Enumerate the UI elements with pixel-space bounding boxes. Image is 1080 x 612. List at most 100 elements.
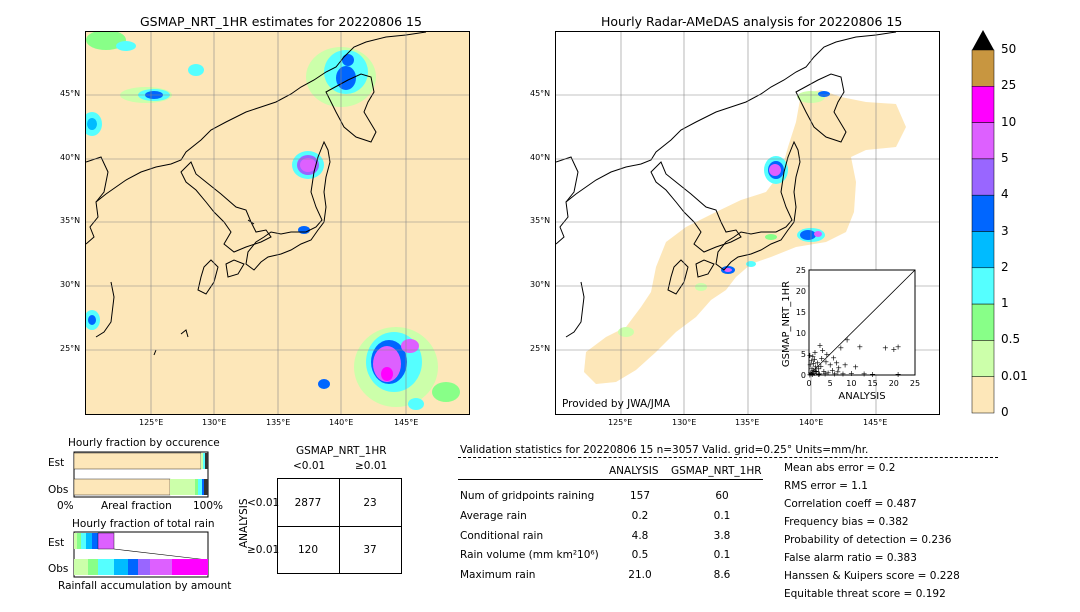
scatter-point: + — [810, 359, 817, 368]
scatter-point: + — [808, 370, 815, 379]
occurrence-xlabel: Areal fraction — [101, 500, 172, 512]
stat-label-volume: Rain volume (mm km²10⁶) — [460, 549, 599, 561]
stat-label-conditional: Conditional rain — [460, 530, 544, 542]
scatter-x-tick-label: 25 — [910, 379, 920, 388]
stat-analysis-maximum: 21.0 — [628, 569, 652, 581]
scatter-y-tick-label: 15 — [796, 308, 806, 317]
scatter-point: + — [820, 367, 827, 376]
left-map — [85, 31, 470, 415]
scatter-point: + — [809, 352, 816, 361]
contingency-cell-12: 23 — [363, 497, 377, 509]
totalrain-title: Hourly fraction of total rain — [72, 518, 215, 530]
scatter-point: + — [809, 370, 816, 379]
scatter-point: + — [811, 355, 818, 364]
colorbar-label: 0 — [1001, 405, 1009, 419]
stat-analysis-conditional: 4.8 — [631, 530, 649, 542]
scatter-point: + — [831, 370, 838, 379]
stat-frequency-bias: Frequency bias = 0.382 — [784, 516, 909, 528]
stat-pod: Probability of detection = 0.236 — [784, 534, 952, 546]
stat-gsmap-volume: 0.1 — [713, 549, 731, 561]
scatter-point: + — [806, 351, 813, 360]
occurrence-label-est: Est — [48, 457, 65, 469]
scatter-inset: ++++++++++++++++++++++++++++++++ ++ ++++++… — [781, 266, 920, 402]
contingency-table: 2877 23 120 37 — [277, 478, 402, 574]
left-lat-45: 45°N — [60, 89, 81, 98]
stat-ets: Equitable threat score = 0.192 — [784, 588, 946, 600]
stat-correlation: Correlation coeff = 0.487 — [784, 498, 917, 510]
scatter-point: + — [810, 366, 817, 375]
stat-gsmap-average: 0.1 — [713, 510, 731, 522]
scatter-point: + — [827, 361, 834, 370]
stat-analysis-average: 0.2 — [631, 510, 649, 522]
colorbar-label: 50 — [1001, 42, 1017, 56]
stat-label-average: Average rain — [460, 510, 527, 522]
scatter-point: + — [817, 341, 824, 350]
scatter-point: + — [890, 345, 897, 354]
colorbar-label: 3 — [1001, 223, 1009, 238]
right-coverage — [584, 90, 906, 384]
scatter-x-tick-label: 5 — [828, 379, 833, 388]
colorbar-band — [971, 194, 995, 232]
totalrain-obs-seg8 — [172, 559, 208, 575]
left-map-canvas — [86, 32, 469, 414]
scatter-point: + — [830, 353, 837, 362]
colorbar-label: 25 — [1001, 78, 1017, 93]
occurrence-label-obs: Obs — [48, 484, 69, 496]
scatter-point: + — [834, 368, 841, 377]
totalrain-obs-seg7 — [150, 559, 172, 575]
scatter-point: + — [822, 370, 829, 379]
scatter-points: ++++++++++++++++++++++++++++++++ ++ ++++++… — [806, 335, 901, 379]
scatter-point: + — [815, 370, 822, 379]
colorbar-label: 0.01 — [1001, 368, 1028, 383]
occurrence-obs-seg3 — [198, 479, 202, 495]
scatter-point: + — [814, 358, 821, 367]
left-lon-125: 125°E — [139, 418, 164, 427]
scatter-point: + — [813, 368, 820, 377]
scatter-y-tick-label: 25 — [796, 266, 806, 275]
colorbar-top-arrow — [972, 30, 994, 50]
scatter-point: + — [869, 370, 876, 379]
contingency-row-header-2: ≥0.01 — [247, 544, 280, 556]
stat-label-maximum: Maximum rain — [460, 569, 536, 581]
scatter-ylabel: GSMAP_NRT_1HR — [781, 281, 792, 367]
left-gridlines — [86, 32, 469, 414]
colorbar-label: 10 — [1001, 114, 1017, 129]
scatter-point: + — [833, 358, 840, 367]
totalrain-est-seg5 — [92, 533, 98, 549]
contingency-title: GSMAP_NRT_1HR — [296, 445, 387, 457]
occurrence-obs-seg2 — [195, 479, 198, 495]
left-rain-areas — [86, 32, 460, 410]
scatter-y-tick-label: 0 — [801, 371, 806, 380]
contingency-row-header-1: <0.01 — [247, 497, 280, 509]
left-lat-40: 40°N — [60, 153, 81, 162]
scatter-point: + — [818, 354, 825, 363]
colorbar-band — [971, 86, 995, 123]
scatter-point: + — [818, 362, 825, 371]
colorbar-band — [971, 122, 995, 160]
scatter-point: + — [825, 368, 832, 377]
stat-analysis-gridpoints: 157 — [629, 490, 651, 502]
left-lon-130: 130°E — [202, 418, 227, 427]
occurrence-obs-zero — [73, 478, 171, 496]
totalrain-obs-seg1 — [74, 559, 88, 575]
scatter-point: + — [812, 367, 819, 376]
left-lat-30: 30°N — [60, 280, 81, 289]
left-lat-35: 35°N — [60, 216, 81, 225]
scatter-point: + — [857, 342, 864, 351]
occurrence-est-zero — [73, 452, 202, 470]
scatter-y-ticks: 0 5 10 15 20 25 — [796, 266, 806, 380]
totalrain-obs-seg5 — [128, 559, 138, 575]
colorbar-band — [971, 158, 995, 196]
stat-gsmap-conditional: 3.8 — [713, 530, 731, 542]
occurrence-tick-100: 100% — [193, 500, 224, 512]
right-lon-145: 145°E — [863, 418, 888, 427]
scatter-point: + — [835, 363, 842, 372]
scatter-x-tick-label: 0 — [806, 379, 811, 388]
scatter-point: + — [861, 370, 868, 379]
occurrence-chart — [73, 451, 209, 498]
occurrence-est-seg1 — [201, 453, 203, 469]
totalrain-label-est: Est — [48, 537, 65, 549]
right-lat-30: 30°N — [530, 280, 551, 289]
stat-label-gridpoints: Num of gridpoints raining — [460, 490, 595, 502]
left-lon-140: 140°E — [329, 418, 354, 427]
